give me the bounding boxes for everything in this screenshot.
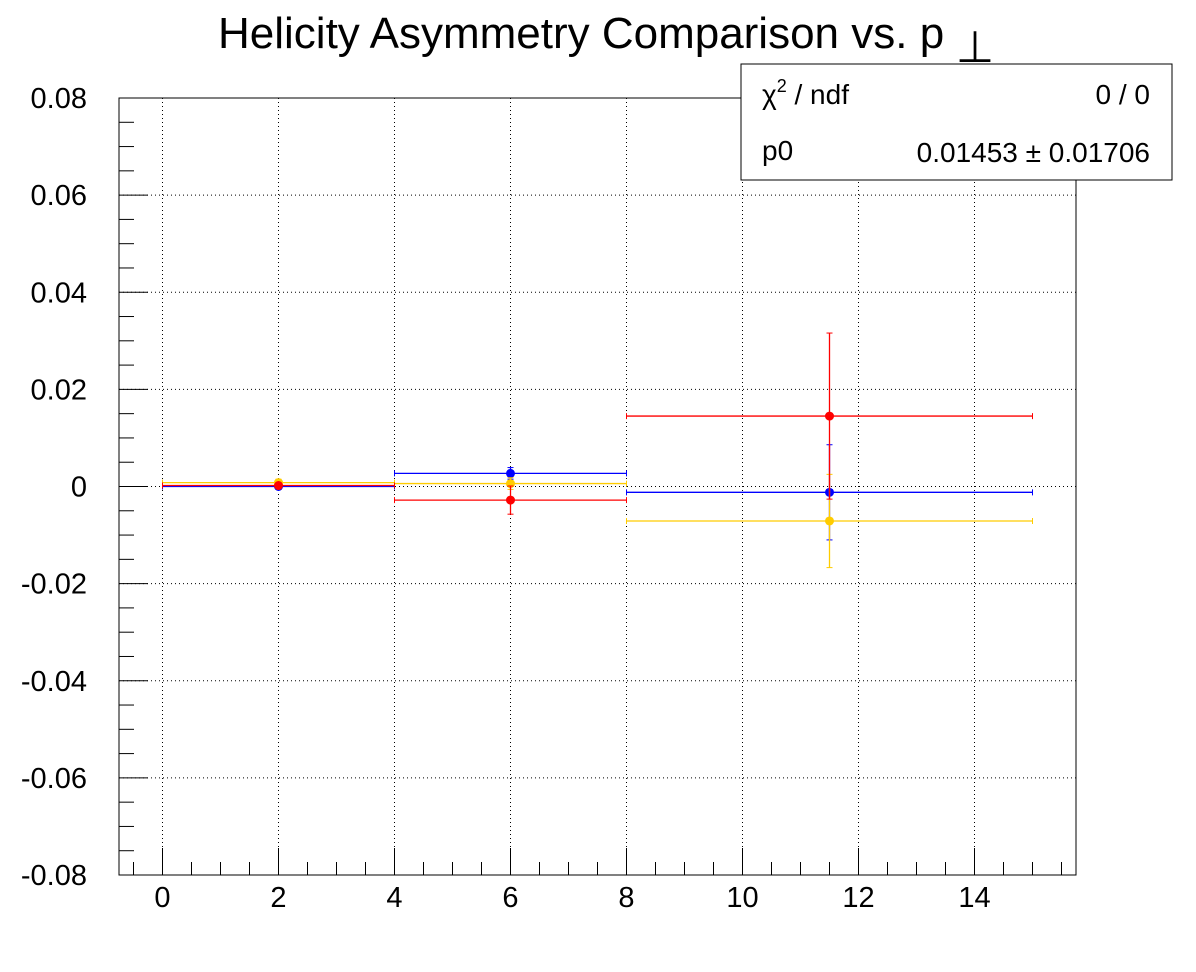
stats-p0-value: 0.01453 ± 0.01706 <box>917 137 1150 168</box>
chart-title: Helicity Asymmetry Comparison vs. p <box>218 9 944 58</box>
stats-chi2-value: 0 / 0 <box>1096 79 1150 110</box>
y-tick-label: -0.02 <box>21 569 87 601</box>
data-point <box>825 516 834 526</box>
y-tick-label: 0.08 <box>31 83 87 115</box>
y-tick-label: -0.08 <box>21 860 87 892</box>
x-tick-label: 12 <box>842 882 874 914</box>
axis-ticks <box>119 97 1062 876</box>
y-tick-label: -0.04 <box>21 666 87 698</box>
data-point <box>274 481 283 491</box>
x-tick-label: 10 <box>726 882 758 914</box>
data-point <box>506 468 515 478</box>
x-axis-tick-labels: 0 2 4 6 8 10 12 14 <box>154 882 990 914</box>
x-tick-label: 6 <box>502 882 518 914</box>
x-tick-label: 4 <box>386 882 402 914</box>
y-tick-label: 0.06 <box>31 180 87 212</box>
x-tick-label: 14 <box>958 882 990 914</box>
stats-box-frame <box>740 63 1173 181</box>
x-tick-label: 8 <box>618 882 634 914</box>
stats-box: χ2 / ndf 0 / 0 p0 0.01453 ± 0.01706 <box>740 63 1173 181</box>
y-tick-label: -0.06 <box>21 763 87 795</box>
data-point <box>825 411 834 421</box>
x-tick-label: 2 <box>270 882 286 914</box>
y-axis-tick-labels: 0.08 0.06 0.04 0.02 0 -0.02 -0.04 -0.06 -0.08 <box>21 83 87 892</box>
y-tick-label: 0 <box>71 472 87 504</box>
data-series <box>162 332 1033 569</box>
y-tick-label: 0.02 <box>31 374 87 406</box>
y-tick-label: 0.04 <box>31 277 87 309</box>
stats-p0-label: p0 <box>762 135 793 166</box>
x-tick-label: 0 <box>154 882 170 914</box>
data-point <box>506 495 515 505</box>
series-2 <box>162 332 1033 515</box>
stats-chi2-label: χ2 / ndf <box>762 76 849 110</box>
